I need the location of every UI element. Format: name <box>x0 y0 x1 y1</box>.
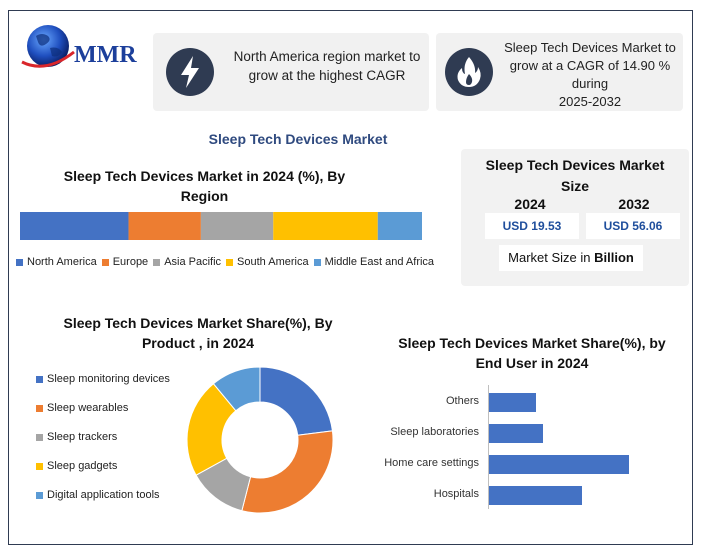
product-legend-label: Sleep trackers <box>47 431 118 443</box>
product-legend-item: Sleep monitoring devices <box>36 373 186 385</box>
highlight-text-region: North America region market to grow at t… <box>233 49 421 83</box>
market-value-2032: USD 56.06 <box>586 213 680 239</box>
region-legend-label: South America <box>237 256 309 268</box>
region-stacked-bar <box>20 212 422 240</box>
product-legend-label: Digital application tools <box>47 489 160 501</box>
enduser-chart-title: Sleep Tech Devices Market Share(%), by E… <box>398 335 666 371</box>
product-legend-item: Digital application tools <box>36 489 186 501</box>
region-bar-segment-asia-pacific <box>200 212 274 240</box>
enduser-bar-home-care-settings <box>489 455 629 474</box>
logo-text: MMR <box>74 42 137 68</box>
region-bar-segment-middle-east-and-africa <box>377 212 422 240</box>
enduser-category-label: Hospitals <box>433 488 479 500</box>
logo: MMR <box>18 22 148 78</box>
product-legend-label: Sleep monitoring devices <box>47 373 170 385</box>
legend-swatch <box>101 258 109 266</box>
product-legend-label: Sleep wearables <box>47 402 129 414</box>
highlight-cagr-line1: Sleep Tech Devices Market to grow at a C… <box>504 40 676 91</box>
legend-swatch <box>313 258 321 266</box>
market-year-2032: 2032 <box>618 196 650 212</box>
region-bar-segment-europe <box>128 212 201 240</box>
product-chart-title: Sleep Tech Devices Market Share(%), By P… <box>63 315 333 351</box>
market-size-title: Sleep Tech Devices Market Size <box>485 157 665 194</box>
enduser-category-label: Home care settings <box>384 457 479 469</box>
legend-swatch <box>36 404 43 412</box>
market-value-2024: USD 19.53 <box>485 213 579 239</box>
market-size-card: Sleep Tech Devices Market Size 2024 2032… <box>461 149 689 286</box>
region-legend-label: Middle East and Africa <box>324 256 435 268</box>
enduser-axis-line <box>488 385 489 509</box>
product-legend-item: Sleep gadgets <box>36 460 186 472</box>
enduser-category-label: Others <box>445 395 479 407</box>
highlight-card-cagr: Sleep Tech Devices Market to grow at a C… <box>436 33 683 111</box>
enduser-bar-hospitals <box>489 486 582 505</box>
legend-swatch <box>36 375 43 383</box>
flame-icon <box>445 48 493 96</box>
donut-slice-sleep-wearables <box>241 430 334 514</box>
market-size-note: Market Size in Billion <box>499 245 643 271</box>
enduser-bar-sleep-laboratories <box>489 424 544 443</box>
product-donut-chart <box>186 366 334 514</box>
legend-swatch <box>36 433 43 441</box>
legend-swatch <box>36 462 43 470</box>
legend-swatch <box>36 491 43 499</box>
main-title: Sleep Tech Devices Market <box>208 131 388 147</box>
region-legend-item: South America <box>226 256 309 268</box>
region-bar-segment-north-america <box>20 212 129 240</box>
donut-slice-digital-application-tools <box>212 366 261 412</box>
legend-swatch <box>16 258 23 266</box>
product-legend-label: Sleep gadgets <box>47 460 118 472</box>
market-year-2024: 2024 <box>514 196 546 212</box>
product-legend: Sleep monitoring devices Sleep wearables S… <box>36 373 186 518</box>
region-legend-item: Asia Pacific <box>153 256 221 268</box>
market-size-note-prefix: Market Size in <box>508 250 595 265</box>
infographic-frame <box>8 10 693 545</box>
region-legend-item: Europe <box>101 256 149 268</box>
product-legend-item: Sleep trackers <box>36 431 186 443</box>
donut-slice-sleep-monitoring-devices <box>259 366 333 436</box>
highlight-cagr-line2: 2025-2032 <box>558 94 622 109</box>
highlight-text-cagr: Sleep Tech Devices Market to grow at a C… <box>498 39 682 111</box>
region-legend-item: North America <box>16 256 97 268</box>
region-legend-item: Middle East and Africa <box>313 256 435 268</box>
region-legend: North America Europe Asia Pacific South Ame… <box>16 256 434 268</box>
globe-icon <box>21 25 75 68</box>
enduser-bar-chart: Others Sleep laboratories Home care settin… <box>364 385 684 515</box>
enduser-category-label: Sleep laboratories <box>390 426 479 438</box>
market-size-note-unit: Billion <box>594 250 634 265</box>
enduser-bar-others <box>489 393 536 412</box>
product-legend-item: Sleep wearables <box>36 402 186 414</box>
region-chart-title: Sleep Tech Devices Market in 2024 (%), B… <box>63 168 346 204</box>
region-legend-label: Europe <box>112 256 149 268</box>
region-legend-label: North America <box>27 256 97 268</box>
region-bar-segment-south-america <box>273 212 378 240</box>
region-legend-label: Asia Pacific <box>164 256 222 268</box>
lightning-icon <box>166 48 214 96</box>
legend-swatch <box>153 258 161 266</box>
highlight-card-region: North America region market to grow at t… <box>153 33 429 111</box>
legend-swatch <box>226 258 234 266</box>
